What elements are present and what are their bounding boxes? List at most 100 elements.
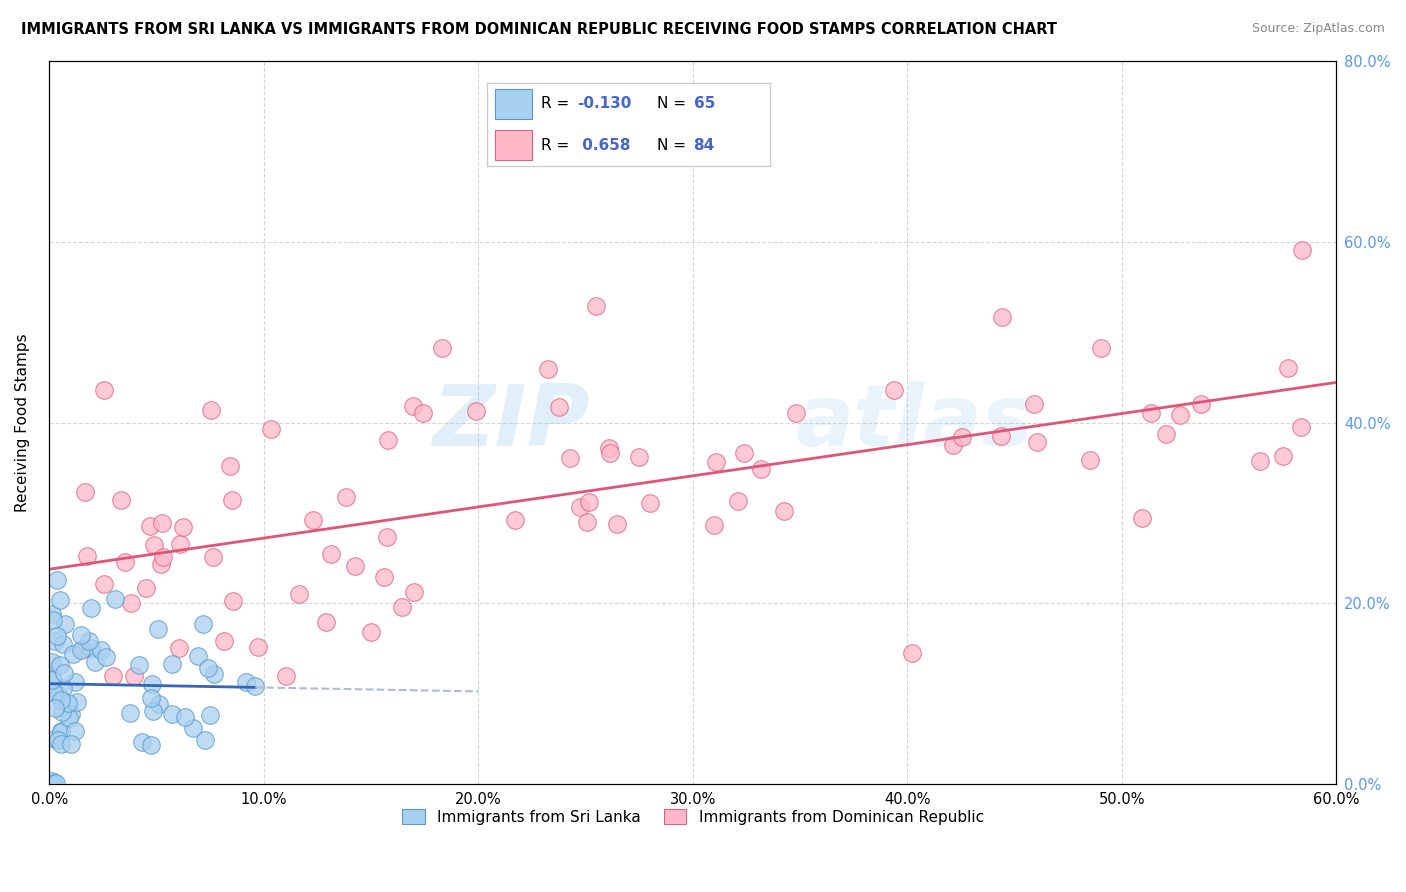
Point [942,437,965,451]
Point [1271,450,1294,464]
Point [1078,453,1101,467]
Point [51,705,73,719]
Point [246,640,269,655]
Point [142,538,165,552]
Point [576,516,599,530]
Point [1289,420,1312,434]
Point [46,629,69,643]
Point [160,657,183,671]
Point [172,520,194,534]
Point [1090,342,1112,356]
Point [402,585,425,599]
Point [1250,454,1272,468]
Point [302,513,325,527]
Point [950,430,973,444]
Point [128,658,150,673]
Point [704,455,727,469]
Point [194,732,217,747]
Point [44,634,66,648]
Point [883,384,905,398]
Point [901,646,924,660]
Point [412,406,434,420]
Point [599,446,621,460]
Text: atlas: atlas [796,381,1033,464]
Point [733,446,755,460]
Point [48,688,70,702]
Point [1168,408,1191,422]
Point [52,638,75,652]
Point [69,642,91,657]
Point [221,594,243,608]
Point [191,617,214,632]
Point [62,647,84,661]
Point [46,733,69,747]
Point [66,695,89,709]
Text: ZIP: ZIP [432,381,589,464]
Point [141,677,163,691]
Point [90,643,112,657]
Point [578,495,600,509]
Point [51,725,73,739]
Point [749,461,772,475]
Point [785,406,807,420]
Point [245,679,267,693]
Point [169,537,191,551]
Point [360,625,382,640]
Point [200,402,222,417]
Point [41,655,63,669]
Point [432,342,454,356]
Point [464,404,486,418]
Point [1140,406,1163,420]
Point [212,634,235,648]
Point [187,649,209,664]
Point [103,668,125,682]
Point [149,557,172,571]
Point [65,674,87,689]
Point [114,555,136,569]
Point [343,559,366,574]
Point [41,669,63,683]
Point [152,549,174,564]
Point [49,693,72,707]
Text: Source: ZipAtlas.com: Source: ZipAtlas.com [1251,22,1385,36]
Point [44,731,66,746]
Point [560,450,582,465]
Point [41,774,63,789]
Point [60,707,83,722]
Point [202,666,225,681]
Point [76,549,98,563]
Y-axis label: Receiving Food Stamps: Receiving Food Stamps [15,334,30,512]
Point [548,400,571,414]
Point [42,776,65,790]
Point [41,673,63,687]
Point [569,500,592,515]
Point [148,697,170,711]
Point [41,607,63,621]
Point [288,587,311,601]
Point [42,613,65,627]
Point [42,686,65,700]
Point [139,691,162,706]
Point [1154,427,1177,442]
Point [79,600,101,615]
Point [1026,435,1049,450]
Point [990,310,1012,324]
Point [120,706,142,721]
Point [990,429,1012,443]
Point [131,735,153,749]
Point [335,491,357,505]
Point [58,711,80,725]
Point [70,628,93,642]
Point [276,668,298,682]
Point [315,615,337,629]
Point [94,649,117,664]
Point [63,724,86,739]
Point [1189,397,1212,411]
Point [142,704,165,718]
Point [773,504,796,518]
Point [174,710,197,724]
Point [391,600,413,615]
Point [198,707,221,722]
Point [44,700,66,714]
Point [150,516,173,530]
